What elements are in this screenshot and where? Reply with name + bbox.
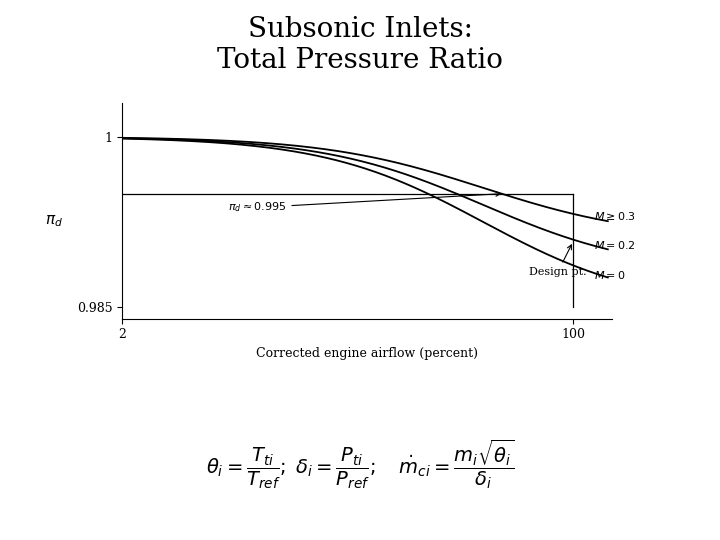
Text: $\pi_d$: $\pi_d$ (45, 213, 63, 230)
Text: Design pt.: Design pt. (528, 245, 586, 278)
Text: $\theta_i = \dfrac{T_{ti}}{T_{ref}};\;\delta_i = \dfrac{P_{ti}}{P_{ref}};\quad\d: $\theta_i = \dfrac{T_{ti}}{T_{ref}};\;\d… (206, 437, 514, 491)
Text: $\pi_d \approx 0.995$: $\pi_d \approx 0.995$ (228, 192, 500, 214)
Text: $M = 0$: $M = 0$ (594, 268, 626, 281)
Text: Subsonic Inlets:
Total Pressure Ratio: Subsonic Inlets: Total Pressure Ratio (217, 16, 503, 75)
Text: $M \geq 0.3$: $M \geq 0.3$ (594, 210, 636, 222)
X-axis label: Corrected engine airflow (percent): Corrected engine airflow (percent) (256, 347, 478, 360)
Text: $M = 0.2$: $M = 0.2$ (594, 239, 636, 251)
